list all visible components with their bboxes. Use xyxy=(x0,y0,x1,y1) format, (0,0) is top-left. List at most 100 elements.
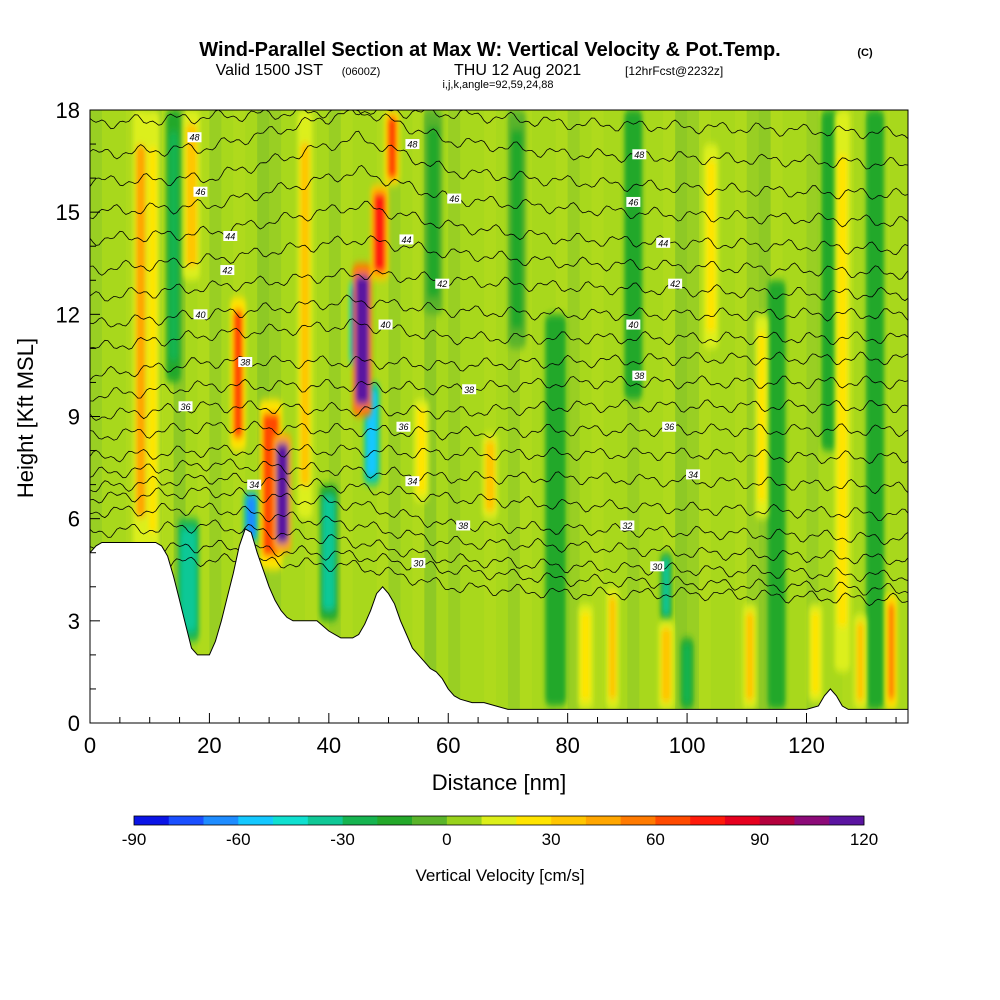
colorbar-swatch xyxy=(724,816,761,825)
theta-label-background xyxy=(456,520,471,531)
updraft-cell xyxy=(706,160,716,333)
theta-contour-label: 32 xyxy=(622,521,632,531)
theta-label-background xyxy=(396,421,411,432)
y-tick-label: 15 xyxy=(56,200,80,225)
background-band xyxy=(675,110,688,723)
theta-label-background xyxy=(686,469,701,480)
theta-label-background xyxy=(405,139,420,150)
background-band xyxy=(376,110,389,723)
updraft-cell xyxy=(888,602,895,701)
theta-label-background xyxy=(405,476,420,487)
updraft-cell xyxy=(581,612,591,701)
theta-contour-line xyxy=(90,318,908,350)
theta-contour-label: 34 xyxy=(688,470,698,480)
theta-label-background xyxy=(193,309,208,320)
updraft-cells xyxy=(132,110,898,710)
theta-label-background xyxy=(656,237,671,248)
y-axis: 0 3 6 9 12 15 18 xyxy=(56,98,100,736)
colorbar-swatch xyxy=(168,816,204,825)
background-band xyxy=(340,110,353,723)
theta-label-background xyxy=(193,186,208,197)
background-band xyxy=(484,110,497,723)
x-tick-label: 40 xyxy=(317,733,341,758)
theta-contour-labels: 48 46 44 42 40 38 36 34 48 46 44 42 40 38 36 34 38 30 48 46… xyxy=(178,132,701,572)
theta-contour-label: 38 xyxy=(240,358,250,368)
x-tick-label: 60 xyxy=(436,733,460,758)
colorbar-tick-label: 120 xyxy=(850,830,878,849)
terrain-mask xyxy=(90,528,908,723)
colorbar-swatch xyxy=(273,816,309,825)
x-axis: 0 20 40 60 80 100 120 xyxy=(84,713,897,758)
updraft-cell xyxy=(661,627,671,703)
chart-subtitle-date: THU 12 Aug 2021 xyxy=(454,62,581,79)
background-band xyxy=(567,110,580,723)
theta-label-background xyxy=(462,384,477,395)
theta-contour-line xyxy=(90,553,908,607)
colorbar-frame xyxy=(133,815,865,826)
colorbar-tick-label: -60 xyxy=(226,830,251,849)
background-band xyxy=(627,110,640,723)
colorbar-tick-label: -90 xyxy=(122,830,147,849)
downdraft-cell xyxy=(169,131,179,361)
theta-contour-label: 48 xyxy=(634,150,644,160)
chart-title: Wind-Parallel Section at Max W: Vertical… xyxy=(199,39,780,61)
theta-contour-label: 40 xyxy=(628,320,638,330)
colorbar-tick-label: 90 xyxy=(750,830,769,849)
updraft-cell xyxy=(837,154,848,627)
theta-label-background xyxy=(620,520,635,531)
downdraft-cell xyxy=(427,126,440,298)
theta-contour-label: 44 xyxy=(401,235,411,245)
downdraft-cell xyxy=(548,345,564,675)
background-band xyxy=(591,110,604,723)
colorbar-swatch xyxy=(759,816,795,825)
background-band xyxy=(519,110,532,723)
theta-contour-label: 34 xyxy=(407,477,417,487)
colorbar-swatch xyxy=(238,816,274,825)
theta-label-background xyxy=(178,401,193,412)
downdraft-cell xyxy=(663,558,670,616)
colorbar-swatch xyxy=(412,816,448,825)
colorbar-swatch xyxy=(203,816,239,825)
theta-contour-label: 38 xyxy=(464,385,474,395)
theta-contours xyxy=(90,110,908,607)
theta-contour-line xyxy=(90,110,908,140)
theta-contour-line xyxy=(90,519,908,583)
background-band xyxy=(328,110,341,723)
theta-label-background xyxy=(650,561,665,572)
colorbar-swatch xyxy=(134,816,170,825)
updraft-cell xyxy=(745,612,754,701)
background-band xyxy=(173,110,186,723)
y-axis-label: Height [Kft MSL] xyxy=(13,338,38,498)
x-tick-label: 100 xyxy=(669,733,706,758)
colorbar-swatch xyxy=(342,816,378,825)
colorbar-tick-label: 30 xyxy=(542,830,561,849)
theta-label-background xyxy=(435,278,450,289)
theta-contour-label: 30 xyxy=(652,562,662,572)
colorbar: -90 -60 -30 0 30 60 90 120 xyxy=(122,815,878,849)
theta-contour-line xyxy=(90,458,908,495)
updraft-cell xyxy=(373,192,386,273)
updraft-cell xyxy=(416,407,426,494)
theta-contour-label: 44 xyxy=(225,232,235,242)
y-tick-label: 6 xyxy=(68,507,80,532)
colorbar-swatch xyxy=(690,816,726,825)
background-band xyxy=(687,110,700,723)
chart-subtitle-fcst: [12hrFcst@2232z] xyxy=(625,64,723,78)
colorbar-swatch xyxy=(585,816,621,825)
theta-contour-line xyxy=(90,486,908,546)
downdraft-cell xyxy=(824,137,837,424)
theta-label-background xyxy=(626,319,641,330)
theta-contour-label: 42 xyxy=(222,266,232,276)
colorbar-swatch xyxy=(551,816,587,825)
theta-contour-line xyxy=(90,235,908,280)
colorbar-swatch xyxy=(481,816,517,825)
downdraft-cell xyxy=(770,314,783,676)
plot-area: 48 46 44 42 40 38 36 34 48 46 44 42 40 38 36 34 38 30 48 46… xyxy=(90,110,908,723)
downdraft-cell xyxy=(683,643,691,704)
background-band xyxy=(125,110,138,723)
colorbar-label: Vertical Velocity [cm/s] xyxy=(415,866,584,885)
theta-contour-line xyxy=(90,399,908,421)
theta-contour-line xyxy=(90,130,908,200)
background-band xyxy=(161,110,174,723)
